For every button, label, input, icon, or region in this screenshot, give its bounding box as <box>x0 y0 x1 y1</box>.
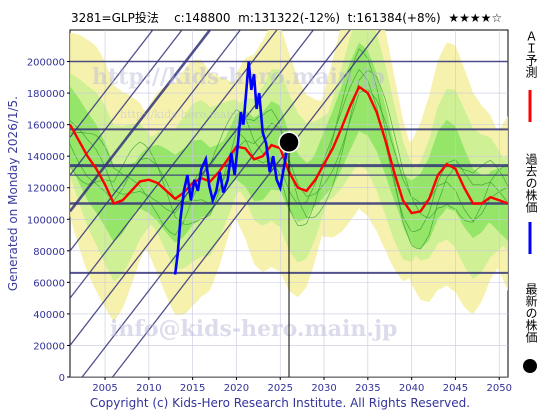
trend-line <box>70 30 242 252</box>
y-tick-label: 160000 <box>27 121 65 132</box>
y-tick-label: 60000 <box>33 278 65 289</box>
y-tick-label: 120000 <box>27 184 65 195</box>
y-tick-label: 180000 <box>27 89 65 100</box>
latest-price-dot <box>278 131 300 154</box>
x-tick-label: 2045 <box>443 383 468 394</box>
trend-line <box>70 30 183 176</box>
plot-layer: http://kids-hero.main.jp http://kids-hero… <box>70 30 508 377</box>
chart-title: 3281=GLP投法 c:148800 m:131322(-12%) t:161… <box>71 11 503 25</box>
trend-line <box>70 30 212 213</box>
trend-line <box>70 30 315 346</box>
x-tick-label: 2020 <box>224 383 249 394</box>
y-tick-label: 0 <box>59 373 65 384</box>
legend-latest-price-swatch <box>523 359 537 373</box>
watermark-url: http://kids-hero.main.jp <box>92 64 385 90</box>
y-tick-label: 20000 <box>33 341 65 352</box>
series-past-price-line <box>173 61 291 275</box>
x-tick-label: 2010 <box>136 383 161 394</box>
x-tick-label: 2035 <box>355 383 380 394</box>
generated-date-label: Generated on Monday 2026/1/5. <box>6 96 20 292</box>
y-tick-label: 200000 <box>27 58 65 69</box>
copyright-footer: Copyright (c) Kids-Hero Research Institu… <box>89 396 471 410</box>
y-tick-label: 100000 <box>27 215 65 226</box>
x-tick-label: 2015 <box>180 383 205 394</box>
x-tick-label: 2025 <box>268 383 293 394</box>
trend-line <box>70 30 154 138</box>
x-tick-label: 2050 <box>487 383 512 394</box>
watermark-url-small: http://kids-hero.main.jp <box>120 108 251 121</box>
watermark-email: info@kids-hero.main.jp <box>110 316 397 342</box>
y-tick-label: 40000 <box>33 310 65 321</box>
legend-past-price-label: 過去の株価 <box>524 153 538 213</box>
trend-line <box>81 30 351 377</box>
x-tick-label: 2040 <box>399 383 424 394</box>
x-tick-label: 2030 <box>311 383 336 394</box>
y-tick-label: 140000 <box>27 152 65 163</box>
legend-latest-price-label: 最新の株価 <box>524 283 538 343</box>
trend-line <box>70 30 278 299</box>
x-tick-label: 2005 <box>92 383 117 394</box>
y-tick-label: 80000 <box>33 247 65 258</box>
legend-ai-forecast-label: ＡＩ予測 <box>524 30 538 78</box>
